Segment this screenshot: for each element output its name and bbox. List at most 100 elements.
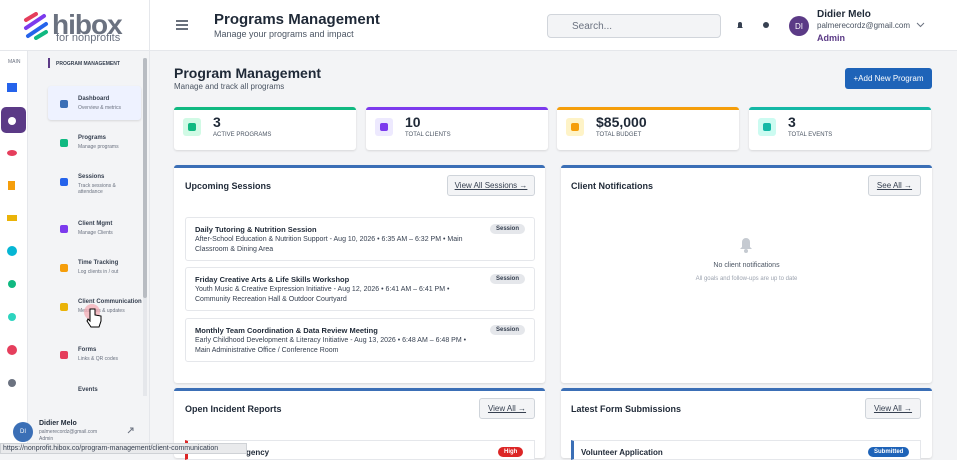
item-icon[interactable] [60,303,68,311]
item-title[interactable]: Client Mgmt [78,221,113,227]
add-program-button[interactable]: +Add New Program [845,68,932,89]
view-all-button[interactable]: View All → [865,398,921,419]
item-title[interactable]: Time Tracking [78,260,119,266]
empty-title: No client notifications [713,262,780,269]
bell-icon [740,238,752,253]
panel-title: Latest Form Submissions [571,404,682,414]
stat-card [366,107,548,150]
session-badge: Session [490,325,526,335]
incident-title: gency [246,448,270,457]
user-email: palmerecordz@gmail.com [817,21,911,30]
session-item[interactable] [185,217,535,261]
item-title[interactable]: Forms [78,347,97,353]
priority-badge: High [498,447,524,457]
item-title[interactable]: Programs [78,135,107,141]
session-title: Daily Tutoring & Nutrition Session [195,225,317,234]
stat-card [174,107,356,150]
session-badge: Session [490,224,526,234]
search-box[interactable]: Search... [547,14,721,38]
item-subtitle: Messages & updates [78,308,125,314]
item-subtitle: Overview & metrics [78,105,122,111]
item-icon[interactable] [60,264,68,272]
item-icon[interactable] [60,351,68,359]
item-icon[interactable] [60,139,68,147]
item-subtitle: Links & QR codes [78,356,119,362]
stat-label: ACTIVE PROGRAMS [213,132,272,138]
stat-card [557,107,739,150]
cursor [84,304,102,328]
see-all-button[interactable]: See All → [868,175,921,196]
session-detail: Early Childhood Development & Literacy I… [195,337,467,354]
session-badge: Session [490,274,526,284]
header-icons[interactable] [735,20,775,30]
stat-value: 10 [405,114,421,130]
item-subtitle: Manage Clients [78,230,113,236]
menu-button[interactable] [176,20,188,30]
stat-icon [566,118,584,136]
item-subtitle: Log clients in / out [78,269,119,275]
header-subtitle: Manage your programs and impact [214,29,354,39]
top-bar [0,0,957,51]
item-title[interactable]: Events [78,387,98,393]
user-name: Didier Melo [39,420,77,427]
user-name: Didier Melo [817,9,871,20]
item-icon[interactable] [60,225,68,233]
stat-card [749,107,931,150]
stat-glyph [188,123,196,131]
stat-icon [183,118,201,136]
user-menu-caret[interactable] [916,22,925,28]
session-title: Monthly Team Coordination & Data Review … [195,326,378,335]
session-detail: After-School Education & Nutrition Suppo… [195,236,463,253]
user-email: palmerecordz@gmail.com [39,429,98,435]
avatar[interactable]: DI [789,16,809,36]
stat-label: TOTAL CLIENTS [405,132,451,138]
rail-label: MAIN [8,59,21,65]
stat-glyph [380,123,388,131]
view-all-button[interactable]: View All Sessions → [447,175,535,196]
stat-value: 3 [213,114,221,130]
logo-tagline: for nonprofits [56,32,121,44]
session-item[interactable] [185,318,535,362]
panel-title: Upcoming Sessions [185,181,272,191]
panel-title: Open Incident Reports [185,404,282,414]
sidebar-heading: PROGRAM MANAGEMENT [56,61,120,67]
status-bar: https://nonprofit.hibox.co/program-manag… [0,443,247,454]
item-icon[interactable] [60,178,68,186]
item-subtitle: Manage programs [78,144,119,150]
stat-value: $85,000 [596,114,647,130]
form-title: Volunteer Application [581,448,663,457]
session-item[interactable] [185,267,535,311]
user-role: Admin [39,436,54,442]
external-link[interactable] [127,427,134,434]
empty-text: All goals and follow-ups are up to date [695,276,798,282]
stat-glyph [763,123,771,131]
item-title[interactable]: Dashboard [78,96,110,102]
session-detail: Youth Music & Creative Expression Initia… [195,286,450,303]
user-role: Admin [817,33,845,43]
header-title: Programs Management [214,11,380,28]
item-title[interactable]: Sessions [78,174,105,180]
stat-value: 3 [788,114,796,130]
session-title: Friday Creative Arts & Life Skills Works… [195,275,350,284]
rail-icons[interactable] [0,75,28,395]
scrollbar [143,58,147,396]
stat-label: TOTAL EVENTS [788,132,833,138]
heading-accent [48,58,50,68]
logo-mark [24,12,48,40]
stat-icon [375,118,393,136]
logo-brand: hibox [52,9,123,40]
status-badge: Submitted [868,447,910,457]
avatar[interactable]: DI [13,422,33,442]
divider [149,0,150,454]
item-subtitle: Track sessions & attendance [78,183,116,195]
page-subtitle: Manage and track all programs [174,82,285,91]
page-title: Program Management [174,65,322,81]
panel-title: Client Notifications [571,181,654,191]
item-icon[interactable] [60,100,68,108]
stat-icon [758,118,776,136]
stat-glyph [571,123,579,131]
view-all-button[interactable]: View All → [479,398,535,419]
stat-label: TOTAL BUDGET [596,132,642,138]
item-title[interactable]: Client Communication [78,299,142,305]
